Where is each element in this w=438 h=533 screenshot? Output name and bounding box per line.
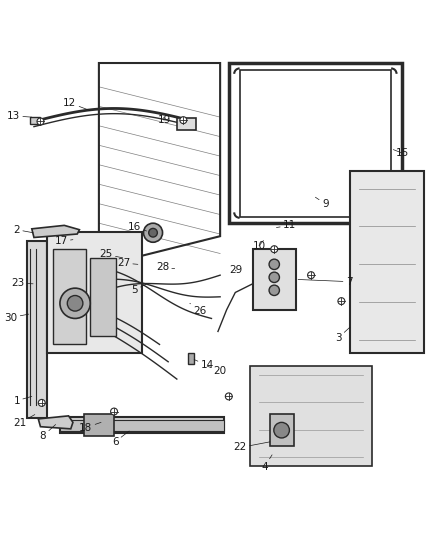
Bar (253, 249, 296, 310)
Bar (53, 249, 86, 344)
Text: 13: 13 (7, 111, 32, 121)
Bar (60, 417, 224, 433)
Text: 25: 25 (99, 249, 123, 260)
Circle shape (180, 117, 187, 124)
Text: 11: 11 (276, 220, 296, 230)
Text: 5: 5 (131, 284, 147, 295)
Text: 18: 18 (79, 422, 101, 433)
Bar (84, 414, 114, 436)
Circle shape (60, 288, 90, 318)
Text: 10: 10 (252, 240, 265, 251)
Text: 21: 21 (13, 415, 35, 428)
Polygon shape (32, 225, 79, 238)
Text: 29: 29 (230, 265, 243, 275)
Bar (251, 366, 372, 466)
Text: 19: 19 (157, 115, 171, 125)
Bar (31, 117, 40, 125)
Text: 15: 15 (393, 148, 409, 158)
Bar (60, 420, 224, 431)
Polygon shape (38, 416, 73, 429)
Text: 3: 3 (335, 327, 350, 343)
Text: 26: 26 (190, 303, 207, 316)
Circle shape (110, 408, 117, 415)
Text: 7: 7 (298, 277, 352, 287)
Text: 23: 23 (11, 278, 33, 288)
Circle shape (271, 246, 278, 253)
Circle shape (148, 229, 157, 237)
Text: 28: 28 (156, 262, 175, 272)
Circle shape (269, 259, 279, 270)
Circle shape (307, 272, 314, 279)
Polygon shape (28, 240, 47, 418)
Text: 8: 8 (39, 424, 56, 441)
Circle shape (225, 393, 232, 400)
Text: 20: 20 (207, 366, 227, 376)
Circle shape (269, 272, 279, 282)
Text: 30: 30 (4, 312, 29, 322)
Text: 17: 17 (54, 237, 73, 246)
Text: 1: 1 (14, 395, 32, 406)
Bar (90, 258, 116, 336)
Text: 14: 14 (194, 360, 214, 370)
Text: 4: 4 (261, 455, 272, 472)
Text: 12: 12 (63, 98, 90, 111)
Bar (177, 118, 196, 130)
Circle shape (274, 422, 290, 438)
Circle shape (67, 295, 83, 311)
Circle shape (144, 223, 162, 243)
Polygon shape (350, 171, 424, 353)
Text: 22: 22 (234, 442, 270, 453)
Bar (187, 353, 194, 364)
Bar (47, 232, 142, 353)
Text: 6: 6 (112, 431, 129, 447)
Circle shape (269, 285, 279, 295)
Circle shape (38, 399, 45, 406)
Text: 16: 16 (128, 222, 147, 232)
Circle shape (338, 297, 345, 304)
Text: 2: 2 (14, 225, 33, 235)
Text: 9: 9 (315, 197, 328, 209)
Circle shape (37, 118, 44, 125)
Bar (270, 414, 294, 446)
Text: 27: 27 (117, 258, 138, 268)
